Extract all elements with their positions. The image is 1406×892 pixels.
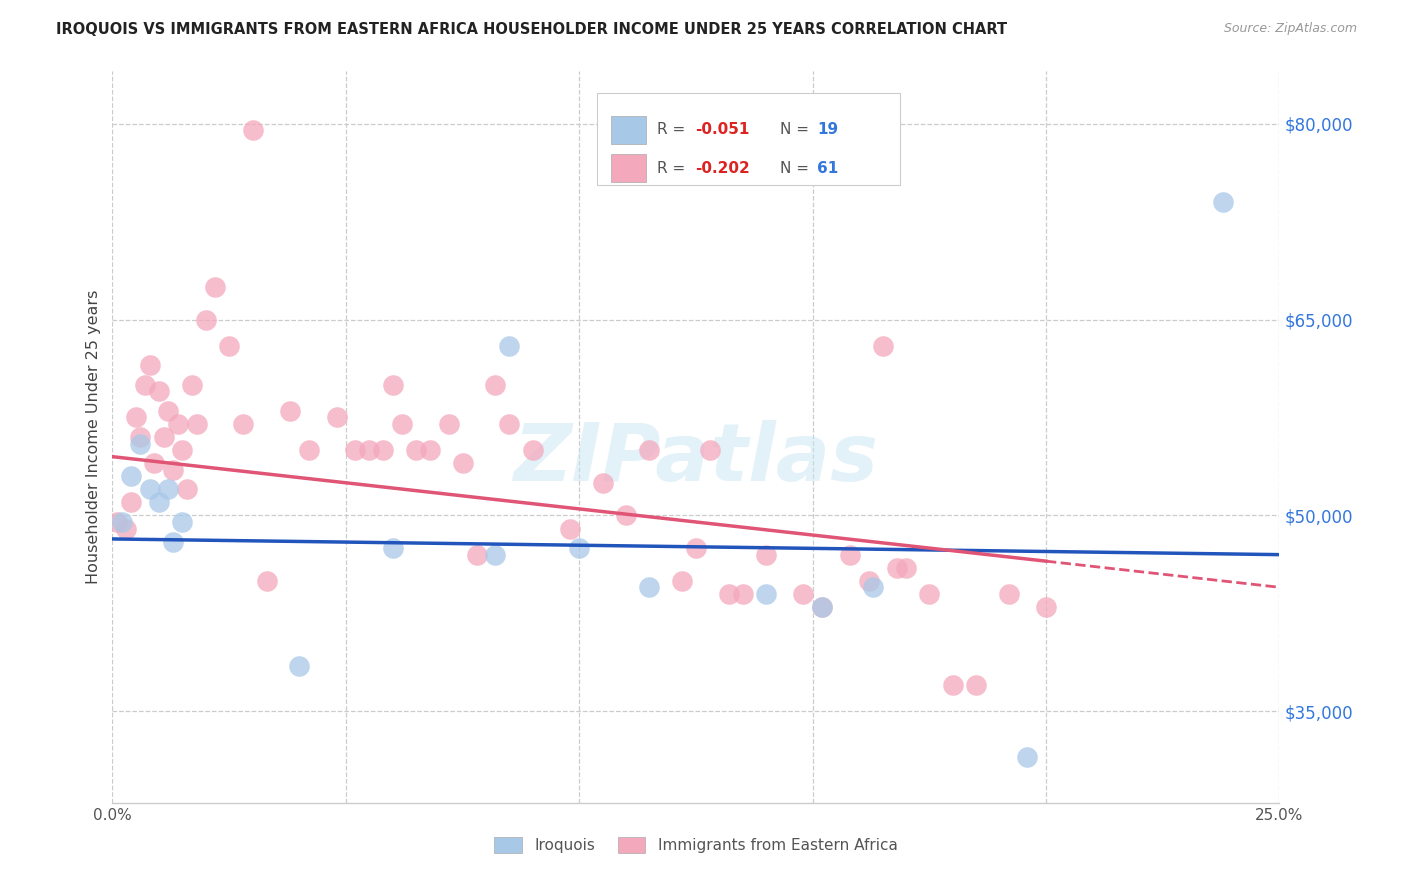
Text: R =: R =: [658, 161, 690, 176]
Point: [218, 338, 240, 352]
Point: [111, 515, 134, 529]
FancyBboxPatch shape: [610, 116, 645, 144]
Point: [1212, 194, 1234, 209]
Text: N =: N =: [780, 122, 814, 137]
Point: [162, 463, 184, 477]
Point: [325, 410, 347, 425]
Point: [451, 456, 474, 470]
Point: [256, 574, 278, 588]
Legend: Iroquois, Immigrants from Eastern Africa: Iroquois, Immigrants from Eastern Africa: [486, 830, 905, 861]
Point: [120, 469, 142, 483]
Point: [288, 658, 311, 673]
Point: [755, 548, 778, 562]
Point: [194, 312, 217, 326]
Point: [134, 377, 156, 392]
Text: -0.051: -0.051: [695, 122, 749, 137]
Point: [125, 410, 148, 425]
Point: [558, 521, 581, 535]
Point: [391, 417, 413, 431]
Text: Source: ZipAtlas.com: Source: ZipAtlas.com: [1223, 22, 1357, 36]
Point: [148, 384, 170, 399]
Point: [498, 417, 520, 431]
Point: [139, 483, 162, 497]
Point: [638, 443, 661, 458]
Point: [1017, 750, 1039, 764]
Point: [278, 404, 301, 418]
FancyBboxPatch shape: [610, 154, 645, 182]
Text: N =: N =: [780, 161, 814, 176]
Point: [405, 443, 427, 458]
Point: [465, 548, 488, 562]
Point: [811, 599, 834, 614]
Point: [965, 678, 987, 692]
Point: [886, 560, 908, 574]
Point: [180, 377, 202, 392]
Point: [129, 430, 152, 444]
Text: -0.202: -0.202: [695, 161, 749, 176]
Point: [858, 574, 880, 588]
Point: [638, 580, 661, 594]
Point: [811, 599, 834, 614]
Point: [699, 443, 721, 458]
Point: [381, 541, 404, 555]
Point: [1035, 599, 1057, 614]
Point: [115, 521, 138, 535]
Point: [176, 483, 198, 497]
Point: [755, 587, 778, 601]
Point: [419, 443, 441, 458]
Point: [792, 587, 814, 601]
Text: ZIPatlas: ZIPatlas: [513, 420, 879, 498]
Point: [568, 541, 591, 555]
Point: [148, 495, 170, 509]
Point: [894, 560, 917, 574]
Text: IROQUOIS VS IMMIGRANTS FROM EASTERN AFRICA HOUSEHOLDER INCOME UNDER 25 YEARS COR: IROQUOIS VS IMMIGRANTS FROM EASTERN AFRI…: [56, 22, 1007, 37]
Point: [157, 483, 180, 497]
Point: [162, 534, 184, 549]
Point: [522, 443, 544, 458]
Point: [592, 475, 614, 490]
Point: [872, 338, 894, 352]
Point: [731, 587, 754, 601]
Point: [204, 280, 226, 294]
Point: [484, 377, 506, 392]
Text: R =: R =: [658, 122, 690, 137]
Text: 61: 61: [817, 161, 838, 176]
Point: [484, 548, 506, 562]
Point: [359, 443, 381, 458]
Point: [186, 417, 208, 431]
Point: [437, 417, 460, 431]
Point: [942, 678, 965, 692]
Point: [172, 515, 194, 529]
Point: [614, 508, 637, 523]
Point: [839, 548, 862, 562]
Y-axis label: Householder Income Under 25 years: Householder Income Under 25 years: [86, 290, 101, 584]
Point: [129, 436, 152, 450]
Point: [671, 574, 693, 588]
Point: [232, 417, 254, 431]
Point: [381, 377, 404, 392]
Point: [172, 443, 194, 458]
Point: [139, 358, 162, 372]
Point: [685, 541, 707, 555]
Point: [157, 404, 180, 418]
Point: [862, 580, 884, 594]
Point: [153, 430, 176, 444]
Point: [717, 587, 740, 601]
Point: [242, 123, 264, 137]
Point: [344, 443, 367, 458]
Point: [297, 443, 319, 458]
Point: [143, 456, 166, 470]
Point: [105, 515, 128, 529]
FancyBboxPatch shape: [596, 94, 900, 185]
Point: [918, 587, 941, 601]
Point: [997, 587, 1019, 601]
Point: [498, 338, 520, 352]
Text: 19: 19: [817, 122, 838, 137]
Point: [120, 495, 142, 509]
Point: [166, 417, 188, 431]
Point: [373, 443, 395, 458]
